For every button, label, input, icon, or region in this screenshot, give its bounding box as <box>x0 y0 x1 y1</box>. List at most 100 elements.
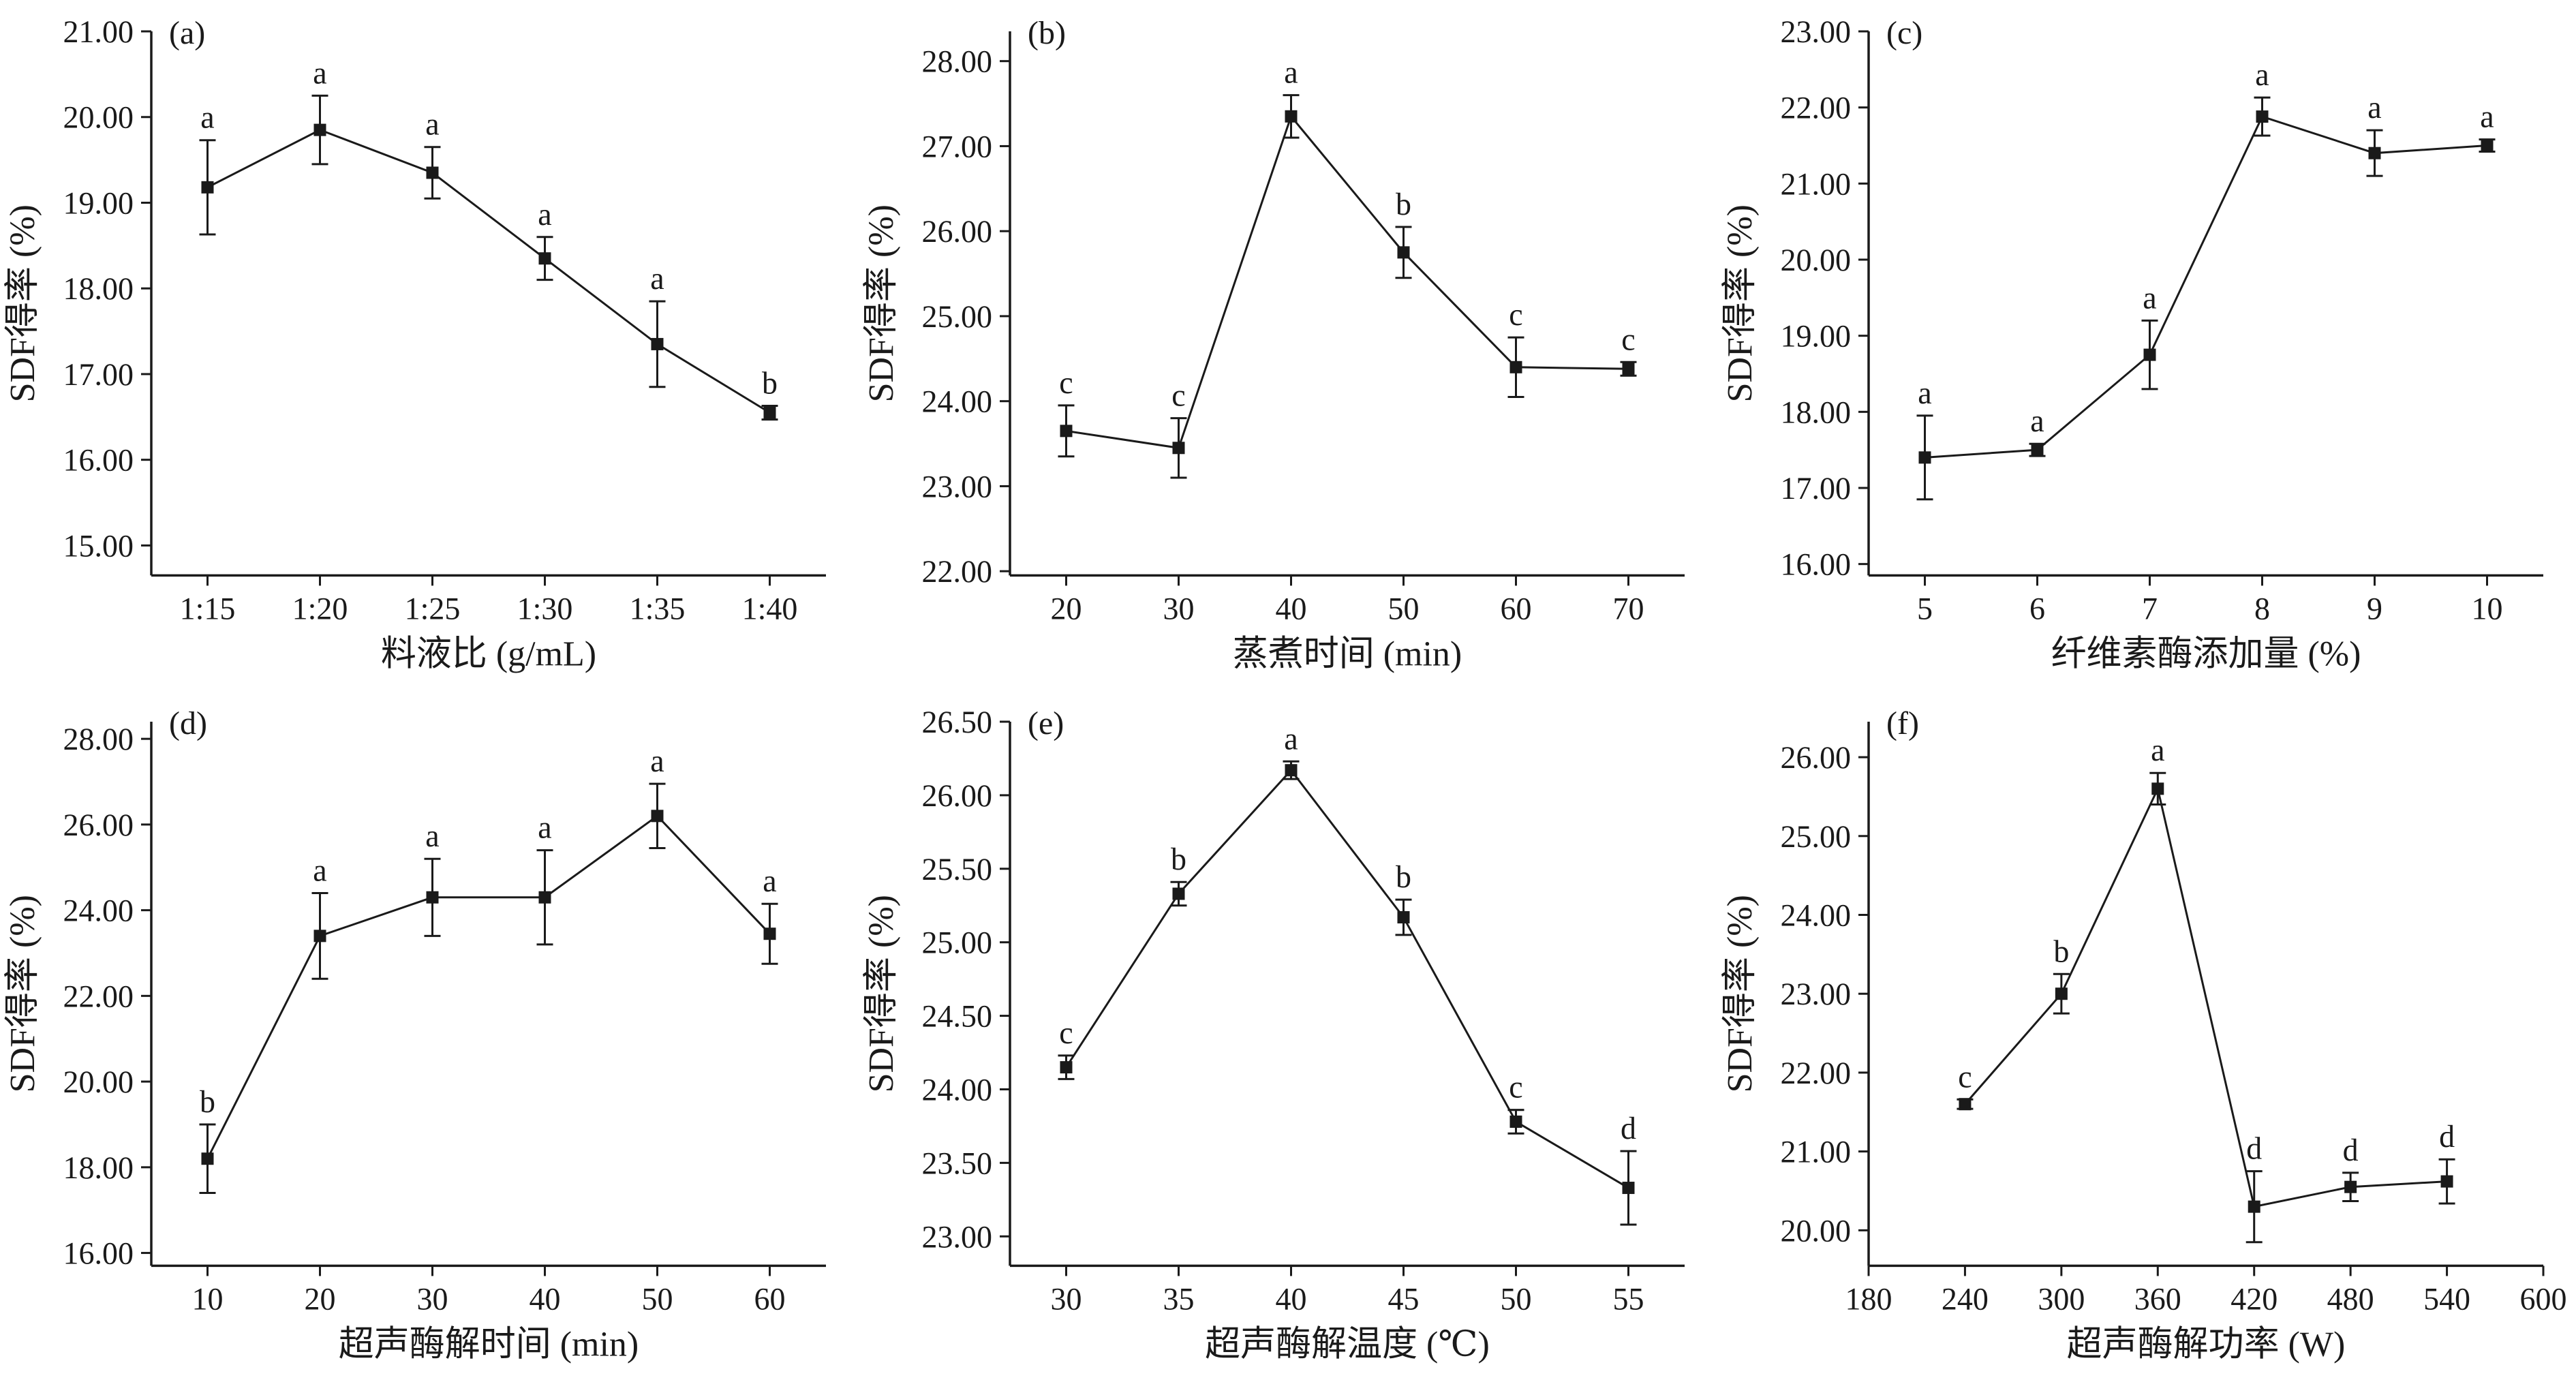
y-tick-label: 26.00 <box>922 214 992 249</box>
data-line <box>1066 114 1629 449</box>
y-tick-label: 26.50 <box>922 705 992 739</box>
y-tick-label: 25.00 <box>922 925 992 960</box>
y-tick-label: 26.00 <box>922 778 992 812</box>
significance-letter: a <box>313 853 326 887</box>
line-chart-a: 15.00 16.00 17.00 18.00 19.00 20.00 21.00 1:15 1… <box>3 14 826 673</box>
data-point-marker <box>1509 361 1522 373</box>
panel-tag: (a) <box>169 15 205 51</box>
x-tick-label: 360 <box>2134 1281 2181 1316</box>
y-tick-label: 23.50 <box>922 1146 992 1180</box>
significance-letter: a <box>538 810 551 844</box>
data-point-marker <box>2031 444 2044 457</box>
significance-letter: a <box>425 818 439 853</box>
significance-letter: d <box>2246 1131 2262 1165</box>
significance-letter: d <box>2343 1132 2359 1167</box>
y-tick-label: 20.00 <box>63 100 134 135</box>
y-tick-label: 22.00 <box>922 554 992 589</box>
significance-letter: a <box>1918 375 1931 410</box>
x-tick-label: 480 <box>2327 1281 2374 1316</box>
line-chart-e: 23.00 23.50 24.00 24.50 25.00 25.50 26.00 26.50… <box>862 705 1685 1364</box>
significance-letter: a <box>313 55 326 90</box>
x-tick-label: 240 <box>1942 1281 1989 1316</box>
significance-letter: a <box>425 107 439 142</box>
y-tick-label: 19.00 <box>1781 319 1851 354</box>
x-axis-title: 超声酶解温度 (℃) <box>1205 1325 1490 1364</box>
x-tick-label: 60 <box>1501 591 1532 626</box>
x-tick-label: 40 <box>530 1281 561 1316</box>
data-point-marker <box>2055 987 2068 1000</box>
data-point-marker <box>1622 363 1635 375</box>
line-chart-b: 22.00 23.00 24.00 25.00 26.00 27.00 28.00 20 30 4… <box>862 15 1685 673</box>
data-point-marker <box>1397 910 1410 923</box>
y-tick-label: 25.00 <box>1781 818 1851 853</box>
x-tick-label: 540 <box>2423 1281 2470 1316</box>
x-tick-label: 10 <box>2472 591 2503 626</box>
data-point-marker <box>2248 1200 2260 1213</box>
chart-panel-b: 22.00 23.00 24.00 25.00 26.00 27.00 28.00 20 30 4… <box>859 0 1717 690</box>
y-tick-label: 17.00 <box>1781 471 1851 506</box>
data-line <box>1925 115 2487 459</box>
chart-panel-a: 15.00 16.00 17.00 18.00 19.00 20.00 21.00 1:15 1… <box>0 0 859 690</box>
significance-letter: b <box>1396 187 1411 221</box>
panel-tag: (e) <box>1028 705 1064 741</box>
data-point-marker <box>763 406 776 419</box>
x-tick-label: 420 <box>2230 1281 2278 1316</box>
y-tick-label: 22.00 <box>1781 1055 1851 1090</box>
x-tick-label: 30 <box>417 1281 448 1316</box>
data-point-marker <box>538 891 551 904</box>
data-point-marker <box>2143 348 2156 361</box>
x-tick-label: 600 <box>2520 1281 2567 1316</box>
data-point-marker <box>1172 887 1185 900</box>
y-tick-label: 23.00 <box>1781 14 1851 49</box>
y-axis-title: SDF得率 (%) <box>1721 895 1760 1092</box>
x-axis-title: 超声酶解时间 (min) <box>339 1325 639 1364</box>
x-tick-label: 1:40 <box>742 591 798 626</box>
panel-tag: (d) <box>169 705 207 741</box>
x-tick-label: 7 <box>2142 591 2158 626</box>
y-tick-label: 26.00 <box>63 807 134 842</box>
y-tick-label: 16.00 <box>63 1236 134 1270</box>
y-tick-label: 19.00 <box>63 185 134 220</box>
x-tick-label: 40 <box>1276 591 1307 626</box>
significance-letter: a <box>200 100 214 135</box>
data-point-marker <box>2481 139 2494 152</box>
significance-letter: b <box>2053 934 2069 968</box>
y-tick-label: 15.00 <box>63 528 134 563</box>
x-tick-label: 50 <box>642 1281 673 1316</box>
chart-panel-f: 20.00 21.00 22.00 23.00 24.00 25.00 26.00 180 24… <box>1717 690 2576 1380</box>
x-tick-label: 45 <box>1388 1281 1420 1316</box>
line-chart-d: 16.00 18.00 20.00 22.00 24.00 26.00 28.00 10 20 3… <box>3 705 826 1364</box>
significance-letter: a <box>1284 721 1298 756</box>
x-tick-label: 180 <box>1845 1281 1892 1316</box>
x-tick-label: 70 <box>1613 591 1644 626</box>
x-tick-label: 8 <box>2254 591 2270 626</box>
data-point-marker <box>313 929 326 942</box>
y-tick-label: 24.00 <box>63 893 134 927</box>
significance-letter: c <box>1059 365 1073 400</box>
y-axis-title: SDF得率 (%) <box>862 895 901 1092</box>
significance-letter: a <box>2030 403 2044 438</box>
significance-letter: a <box>2480 99 2494 134</box>
data-point-marker <box>538 252 551 265</box>
y-tick-label: 16.00 <box>1781 547 1851 582</box>
y-tick-label: 20.00 <box>1781 243 1851 277</box>
data-point-marker <box>201 1152 214 1165</box>
x-tick-label: 30 <box>1051 1281 1082 1316</box>
y-tick-label: 21.00 <box>1781 166 1851 201</box>
x-tick-label: 30 <box>1163 591 1195 626</box>
x-axis-title: 蒸煮时间 (min) <box>1233 634 1462 673</box>
y-tick-label: 24.00 <box>1781 898 1851 932</box>
y-tick-label: 18.00 <box>63 271 134 306</box>
data-point-marker <box>651 809 664 822</box>
x-tick-label: 35 <box>1163 1281 1195 1316</box>
y-tick-label: 28.00 <box>63 722 134 756</box>
y-tick-label: 20.00 <box>63 1064 134 1099</box>
y-tick-label: 17.00 <box>63 357 134 392</box>
data-point-marker <box>1622 1181 1635 1194</box>
data-point-marker <box>1172 442 1185 455</box>
data-line <box>206 814 771 1159</box>
panel-tag: (f) <box>1886 705 1919 741</box>
significance-letter: a <box>2143 280 2156 315</box>
x-tick-label: 20 <box>1051 591 1082 626</box>
